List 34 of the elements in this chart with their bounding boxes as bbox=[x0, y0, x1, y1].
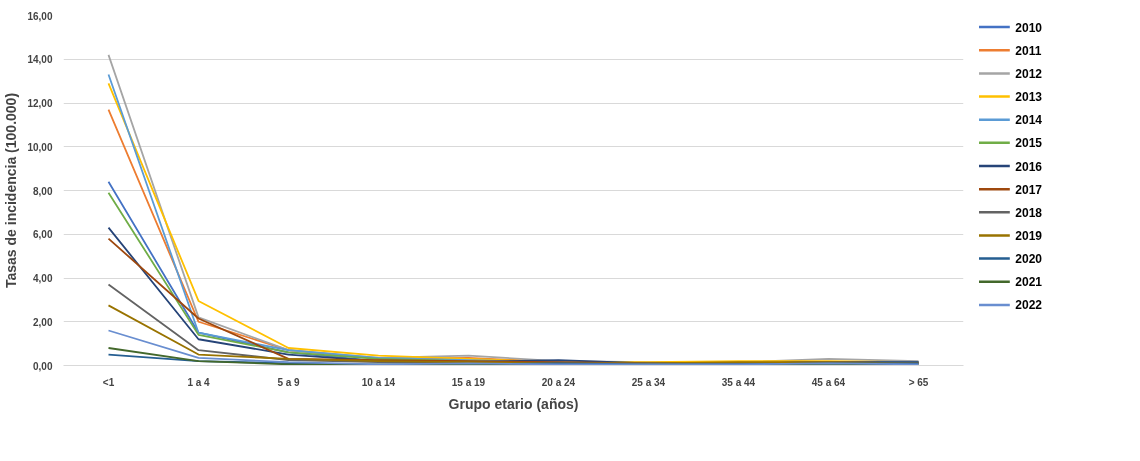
y-tick-label: 4,00 bbox=[33, 273, 53, 284]
x-tick-label: <1 bbox=[102, 376, 115, 388]
x-axis-title: Grupo etario (años) bbox=[448, 395, 579, 412]
legend-label: 2022 bbox=[1015, 298, 1043, 313]
y-tick-label: 0,00 bbox=[33, 360, 53, 372]
y-tick-label: 6,00 bbox=[33, 229, 53, 241]
legend-label: 2012 bbox=[1015, 66, 1043, 81]
x-tick-label: > 65 bbox=[908, 376, 929, 388]
y-tick-label: 8,00 bbox=[33, 185, 53, 197]
legend-label: 2015 bbox=[1015, 136, 1043, 151]
legend-label: 2011 bbox=[1015, 43, 1042, 58]
legend-label: 2021 bbox=[1015, 275, 1043, 290]
y-tick-label: 2,00 bbox=[33, 316, 53, 328]
y-tick-label: 14,00 bbox=[27, 54, 53, 66]
legend-label: 2013 bbox=[1015, 90, 1043, 105]
legend-label: 2019 bbox=[1015, 228, 1043, 243]
legend-label: 2018 bbox=[1015, 205, 1043, 220]
x-tick-label: 20 a 24 bbox=[541, 376, 576, 388]
x-tick-label: 15 a 19 bbox=[451, 376, 486, 388]
x-tick-label: 45 a 64 bbox=[811, 376, 846, 388]
y-tick-label: 12,00 bbox=[27, 98, 53, 109]
x-tick-label: 35 a 44 bbox=[721, 376, 756, 388]
x-tick-label: 25 a 34 bbox=[631, 376, 666, 388]
x-tick-label: 1 a 4 bbox=[187, 376, 211, 388]
legend-label: 2020 bbox=[1015, 252, 1043, 267]
legend-label: 2016 bbox=[1015, 159, 1043, 174]
legend-label: 2010 bbox=[1015, 20, 1043, 35]
y-axis-title: Tasas de incidencia (100.000) bbox=[3, 92, 20, 289]
legend-label: 2017 bbox=[1015, 182, 1043, 197]
y-tick-label: 10,00 bbox=[27, 141, 53, 153]
legend-label: 2014 bbox=[1015, 113, 1043, 128]
x-tick-label: 5 a 9 bbox=[277, 376, 301, 388]
y-tick-label: 16,00 bbox=[27, 10, 53, 22]
x-tick-label: 10 a 14 bbox=[361, 376, 396, 388]
